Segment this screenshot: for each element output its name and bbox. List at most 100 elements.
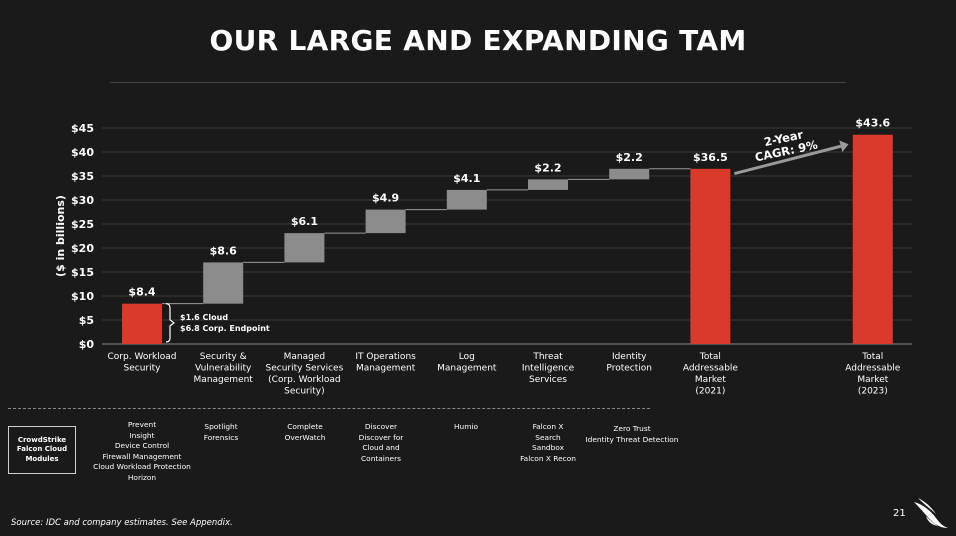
y-tick-label: $20 xyxy=(71,242,94,255)
y-axis-ticks: $0 $5 $10 $15 $20 $25 $30 $35 $40 $45 xyxy=(71,122,94,351)
module-column: Complete OverWatch xyxy=(245,422,365,443)
total-bar xyxy=(852,134,893,344)
bar-value-label: $43.6 xyxy=(855,117,890,130)
module-column: Discover Discover for Cloud and Containers xyxy=(321,422,441,464)
module-name: Prevent xyxy=(127,420,157,429)
category-label: IT Operations xyxy=(355,352,416,362)
module-name: Containers xyxy=(361,453,401,463)
y-tick-label: $25 xyxy=(71,218,94,231)
segment-bar xyxy=(609,168,650,180)
category-label: Identity xyxy=(612,352,647,362)
page-number: 21 xyxy=(893,508,906,519)
bar-value-label: $8.4 xyxy=(128,286,155,299)
modules-box-line: CrowdStrike xyxy=(17,436,67,445)
breakdown-bracket xyxy=(165,303,175,343)
module-name: Falcon X xyxy=(532,422,564,431)
module-name: Cloud and xyxy=(362,443,400,453)
module-name: Falcon X Recon xyxy=(520,453,576,463)
category-label: Security) xyxy=(284,387,324,397)
modules-divider xyxy=(8,408,650,409)
category-label: (Corp. Workload xyxy=(268,375,340,385)
module-name: OverWatch xyxy=(284,432,326,442)
category-label: Management xyxy=(194,375,254,385)
total-bar xyxy=(122,303,162,344)
module-name: Sandbox xyxy=(532,443,564,453)
segment-bar xyxy=(446,189,487,210)
crowdstrike-falcon-logo-icon xyxy=(914,498,948,528)
bar-value-label: $8.6 xyxy=(210,244,237,257)
category-label: Managed xyxy=(284,352,325,362)
segment-bar xyxy=(284,233,325,263)
category-label: Management xyxy=(437,364,497,374)
category-label: Total xyxy=(699,352,721,362)
module-name: Spotlight xyxy=(204,422,238,431)
segment-bar xyxy=(528,179,568,190)
annotations: $1.6 Cloud $6.8 Corp. Endpoint 2-YearCAGR:… xyxy=(165,127,849,343)
category-label: Security Services xyxy=(266,364,344,374)
y-axis-title: ($ in billions) xyxy=(54,195,67,277)
module-column: Falcon X Search Sandbox Falcon X Recon xyxy=(488,422,608,464)
segment-bar xyxy=(203,262,244,304)
y-tick-label: $30 xyxy=(71,194,94,207)
tam-waterfall-chart: $0 $5 $10 $15 $20 $25 $30 $35 $40 $45 $8.4 $8.6 $6.… xyxy=(54,117,912,397)
source-note: Source: IDC and company estimates. See A… xyxy=(11,518,233,528)
y-tick-label: $10 xyxy=(71,290,94,303)
bars xyxy=(122,134,893,344)
slide-title: OUR LARGE AND EXPANDING TAM xyxy=(209,24,747,57)
module-name: Horizon xyxy=(127,472,157,482)
category-label: Log xyxy=(459,352,475,362)
category-label: Security xyxy=(124,364,162,374)
modules-box-label: CrowdStrike Falcon Cloud Modules xyxy=(8,426,76,474)
category-label: Corp. Workload xyxy=(108,352,177,362)
module-column: Prevent Insight Device Control Firewall Man… xyxy=(82,420,202,483)
module-column: Humio xyxy=(406,422,526,433)
module-name: Search xyxy=(535,432,561,442)
breakdown-annotation: $1.6 Cloud xyxy=(180,313,228,322)
cagr-arrow-shaft xyxy=(734,144,842,176)
bar-value-labels: $8.4 $8.6 $6.1 $4.9 $4.1 $2.2 $2.2 $36.5 $43.6 xyxy=(128,117,890,299)
category-label: Intelligence xyxy=(522,364,575,374)
category-label: Addressable xyxy=(683,364,739,374)
module-name: Cloud Workload Protection xyxy=(93,462,191,472)
module-name: Identity Threat Detection xyxy=(585,434,679,444)
module-name: Humio xyxy=(453,422,479,431)
module-name: Device Control xyxy=(114,441,170,451)
category-label: Total xyxy=(861,352,883,362)
category-label: Protection xyxy=(606,364,652,374)
category-label: Services xyxy=(529,375,567,385)
y-tick-label: $15 xyxy=(71,266,94,279)
y-tick-label: $35 xyxy=(71,170,94,183)
waterfall-connectors xyxy=(162,168,691,305)
category-label: Addressable xyxy=(845,364,901,374)
segment-bar xyxy=(365,209,406,234)
modules-box-line: Modules xyxy=(25,454,59,463)
bar-value-label: $2.2 xyxy=(616,151,643,164)
y-tick-label: $0 xyxy=(79,338,95,351)
bar-value-label: $36.5 xyxy=(693,151,728,164)
bar-value-label: $6.1 xyxy=(291,215,318,228)
category-label: Market xyxy=(857,375,888,385)
module-name: Forensics xyxy=(203,432,239,442)
module-name: Discover for xyxy=(358,432,404,442)
bar-value-label: $4.9 xyxy=(372,192,399,205)
module-column: Spotlight Forensics xyxy=(161,422,281,443)
bar-value-label: $2.2 xyxy=(534,161,561,174)
category-labels: Corp. Workload Security Security & Vulnerab… xyxy=(108,352,901,397)
module-name: Complete xyxy=(287,422,323,431)
cagr-arrow-head-icon xyxy=(839,140,849,153)
category-label: Security & xyxy=(200,352,247,362)
category-label: Vulnerability xyxy=(195,364,252,374)
category-label: Market xyxy=(695,375,726,385)
category-label: Threat xyxy=(532,352,563,362)
category-label: Management xyxy=(356,364,416,374)
module-column: Zero Trust Identity Threat Detection xyxy=(572,424,692,445)
y-tick-label: $45 xyxy=(71,122,94,135)
category-label: (2021) xyxy=(695,387,725,397)
module-name: Insight xyxy=(129,430,155,440)
module-name: Discover xyxy=(364,422,398,431)
bar-value-label: $4.1 xyxy=(453,172,480,185)
y-tick-label: $40 xyxy=(71,146,94,159)
category-label: (2023) xyxy=(858,387,888,397)
breakdown-annotation: $6.8 Corp. Endpoint xyxy=(180,324,270,333)
